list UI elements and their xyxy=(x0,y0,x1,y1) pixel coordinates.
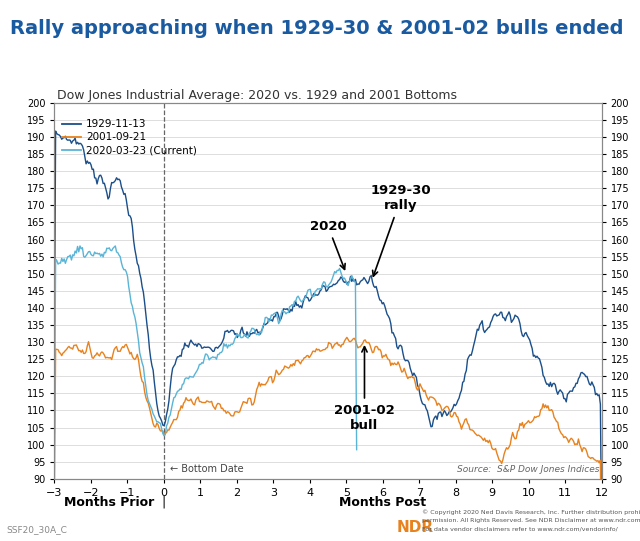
Text: © Copyright 2020 Ned Davis Research, Inc. Further distribution prohibited withou: © Copyright 2020 Ned Davis Research, Inc… xyxy=(422,510,640,515)
Text: Source:  S&P Dow Jones Indices: Source: S&P Dow Jones Indices xyxy=(457,465,600,474)
Text: |: | xyxy=(162,496,166,509)
Text: Months Post: Months Post xyxy=(339,496,426,509)
Text: Dow Jones Industrial Average: 2020 vs. 1929 and 2001 Bottoms: Dow Jones Industrial Average: 2020 vs. 1… xyxy=(57,89,457,102)
Text: SSF20_30A_C: SSF20_30A_C xyxy=(6,525,67,535)
Text: 1929-30
rally: 1929-30 rally xyxy=(371,184,431,276)
Text: 2001-02
bull: 2001-02 bull xyxy=(334,347,395,432)
Text: For data vendor disclaimers refer to www.ndr.com/vendorinfo/: For data vendor disclaimers refer to www… xyxy=(422,526,618,531)
Text: permission. All Rights Reserved. See NDR Disclaimer at www.ndr.com/copyright.htm: permission. All Rights Reserved. See NDR… xyxy=(422,518,640,523)
Legend: 1929-11-13, 2001-09-21, 2020-03-23 (Current): 1929-11-13, 2001-09-21, 2020-03-23 (Curr… xyxy=(62,119,197,155)
Text: Months Prior: Months Prior xyxy=(64,496,154,509)
Text: NDR: NDR xyxy=(397,520,434,535)
Text: 2020: 2020 xyxy=(310,220,346,269)
Text: Rally approaching when 1929-30 & 2001-02 bulls ended: Rally approaching when 1929-30 & 2001-02… xyxy=(10,19,623,38)
Text: ← Bottom Date: ← Bottom Date xyxy=(170,464,244,474)
